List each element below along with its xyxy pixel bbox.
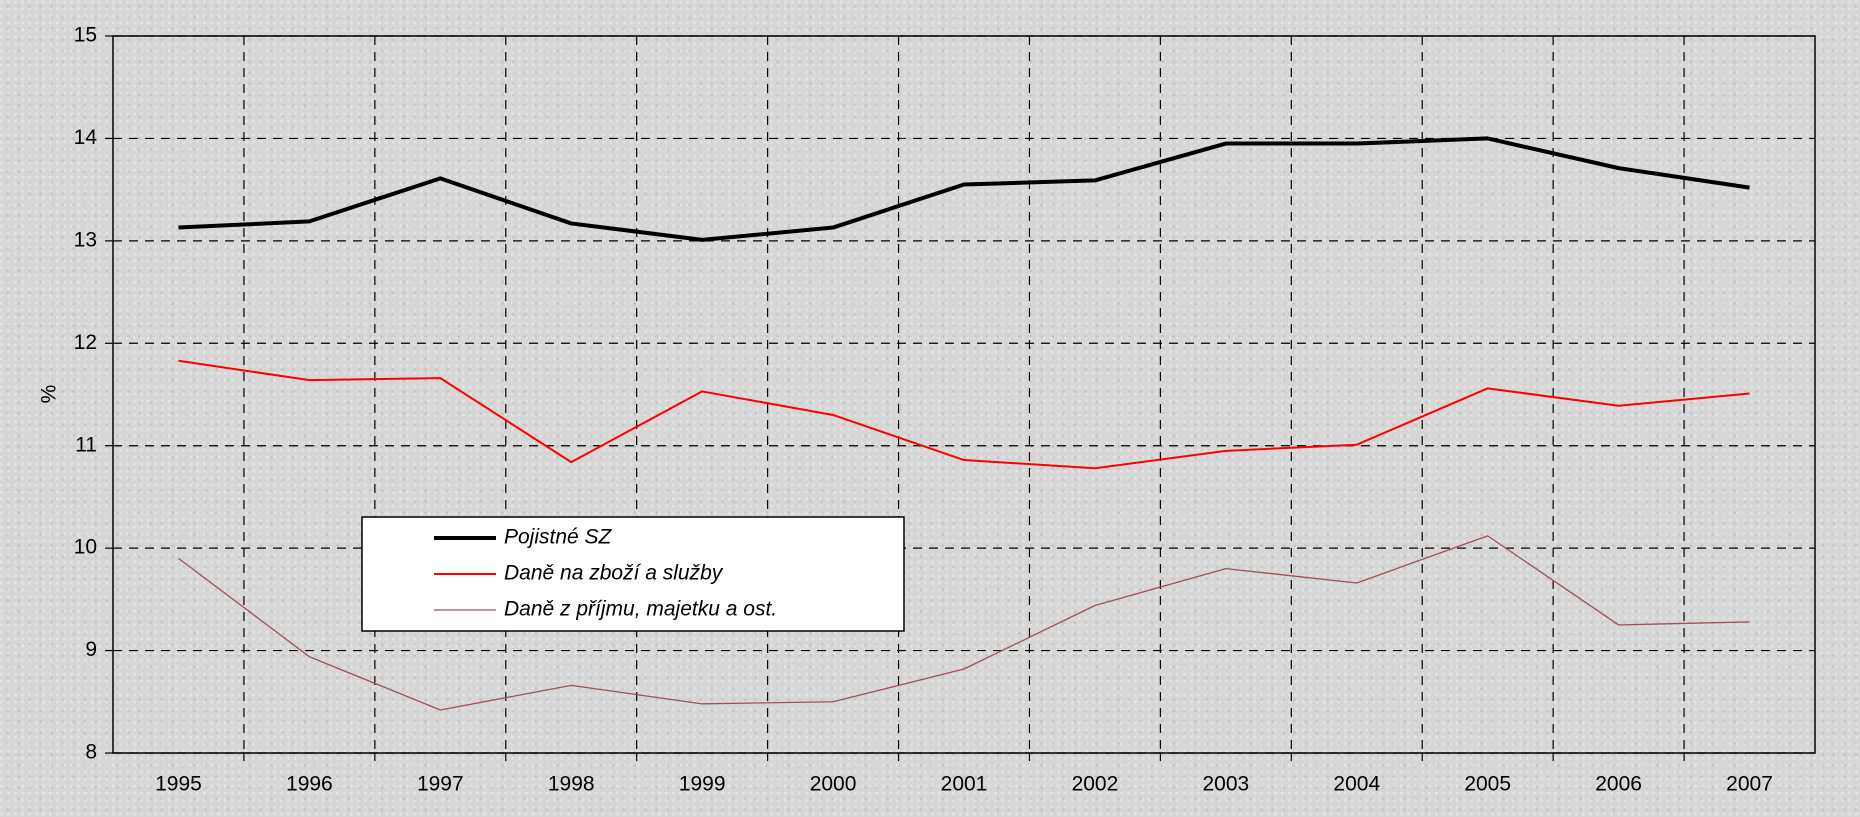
x-tick-label: 2006 xyxy=(1595,773,1642,796)
plot-frame xyxy=(112,35,1816,754)
legend-label: Daně na zboží a služby xyxy=(504,562,724,585)
y-tick-label: 14 xyxy=(74,126,98,149)
x-tick-label: 2001 xyxy=(941,773,988,796)
legend-label: Pojistné SZ xyxy=(504,526,613,549)
x-tick-label: 1998 xyxy=(548,773,595,796)
y-tick-label: 15 xyxy=(74,24,97,47)
series-line xyxy=(178,535,1750,711)
y-tick-label: 8 xyxy=(85,741,97,764)
x-tick-label: 2000 xyxy=(810,773,857,796)
series-line xyxy=(178,359,1750,470)
x-tick-label: 2007 xyxy=(1726,773,1773,796)
x-tick-label: 2002 xyxy=(1072,773,1119,796)
x-tick-label: 2004 xyxy=(1333,773,1380,796)
x-tick-label: 2003 xyxy=(1202,773,1249,796)
y-tick-label: 11 xyxy=(75,433,97,456)
y-tick-label: 13 xyxy=(74,228,97,251)
x-tick-label: 1995 xyxy=(155,773,202,796)
x-tick-label: 2005 xyxy=(1464,773,1511,796)
y-tick-label: 9 xyxy=(85,638,97,661)
y-tick-label: 12 xyxy=(74,331,97,354)
series-line xyxy=(178,136,1750,242)
legend-label: Daně z příjmu, majetku a ost. xyxy=(504,598,777,621)
x-tick-label: 1996 xyxy=(286,773,333,796)
x-tick-label: 1999 xyxy=(679,773,726,796)
y-axis-label: % xyxy=(38,385,61,404)
x-tick-label: 1997 xyxy=(417,773,464,796)
y-tick-label: 10 xyxy=(74,536,97,559)
